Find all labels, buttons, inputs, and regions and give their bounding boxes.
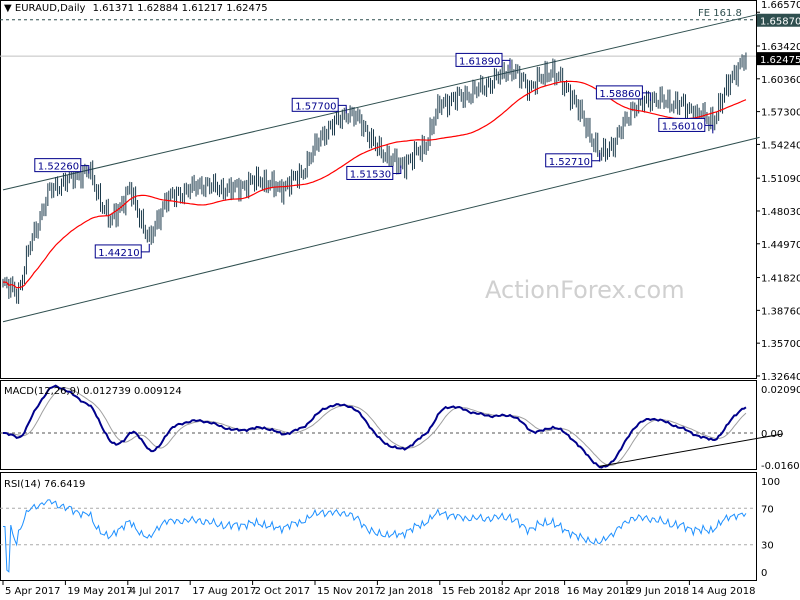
rsi-pane-frame <box>0 472 757 581</box>
ohlc-bars <box>2 52 747 304</box>
macd-y-tick-label: -0.016023 <box>761 461 800 472</box>
fe-label: FE 161.8 <box>698 8 742 19</box>
x-tick-label: 5 Apr 2017 <box>5 586 60 597</box>
ohlc-values: 1.61371 1.62884 1.61217 1.62475 <box>92 3 268 14</box>
x-tick-label: 4 Jul 2017 <box>130 586 180 597</box>
x-tick-label: 29 Jun 2018 <box>629 586 689 597</box>
rsi-line <box>3 499 747 573</box>
collapse-triangle-icon[interactable]: ▼ <box>4 3 12 14</box>
y-tick-label: 1.48030 <box>761 207 800 218</box>
annotation-leader <box>642 92 651 101</box>
annotation-leader <box>502 59 511 69</box>
rsi-y-tick-label: 0 <box>761 568 767 579</box>
price-annotation-text: 1.56010 <box>662 121 703 132</box>
channel-upper-line <box>2 13 760 191</box>
annotation-leader <box>338 104 347 114</box>
macd-pane-frame <box>0 380 757 470</box>
y-tick-label: 1.51090 <box>761 174 800 185</box>
fe-price-tag-text: 1.65870 <box>760 17 800 28</box>
x-tick-label: 14 Aug 2018 <box>691 586 755 597</box>
price-annotation-text: 1.58860 <box>599 89 640 100</box>
y-tick-label: 1.44970 <box>761 240 800 251</box>
rsi-y-tick-label: 100 <box>761 477 780 488</box>
price-annotation-box <box>595 85 643 100</box>
macd-signal-line <box>2 387 747 466</box>
fe-price-tag <box>757 13 800 27</box>
y-tick-label: 1.32640 <box>761 372 800 383</box>
x-tick-label: 16 May 2018 <box>567 586 632 597</box>
x-tick-label: 15 Feb 2018 <box>442 586 504 597</box>
x-tick-label: 2 Oct 2017 <box>255 586 310 597</box>
last-price-tag <box>757 52 800 66</box>
rsi-y-tick-label: 70 <box>761 504 774 515</box>
y-tick-label: 1.38760 <box>761 306 800 317</box>
price-annotation-box <box>291 97 339 112</box>
price-annotation-box <box>346 165 394 180</box>
y-tick-label: 1.35700 <box>761 339 800 350</box>
x-tick-label: 19 May 2017 <box>67 586 132 597</box>
rsi-y-tick-label: 30 <box>761 541 774 552</box>
main-pane-frame <box>0 0 757 379</box>
annotation-leader <box>80 165 90 174</box>
annotation-leader <box>704 124 714 134</box>
macd-y-tick-label: 0.020904 <box>761 385 800 396</box>
y-tick-label: 1.60360 <box>761 75 800 86</box>
price-annotation-box <box>94 244 142 259</box>
macd-y-tick-label: 0.00 <box>761 429 783 440</box>
x-tick-label: 15 Nov 2017 <box>317 586 381 597</box>
annotation-leader <box>392 165 402 174</box>
price-annotation-box <box>545 153 593 168</box>
macd-line <box>2 384 747 469</box>
x-tick-label: 17 Aug 2017 <box>192 586 256 597</box>
symbol-label: EURAUD,Daily <box>14 3 86 14</box>
price-annotation-text: 1.57700 <box>295 101 336 112</box>
macd-trendline <box>599 433 784 467</box>
x-tick-label: 2 Jan 2018 <box>379 586 433 597</box>
annotation-leader <box>591 152 601 162</box>
price-annotation-text: 1.44210 <box>98 248 139 259</box>
y-tick-label: 1.54240 <box>761 140 800 151</box>
last-price-tag-text: 1.62475 <box>760 55 800 66</box>
y-tick-label: 1.66570 <box>761 0 800 11</box>
y-tick-label: 1.41820 <box>761 274 800 285</box>
rsi-title: RSI(14) 76.6419 <box>4 479 85 490</box>
channel-lower-line <box>2 136 760 323</box>
watermark: ActionForex.com <box>485 276 685 304</box>
price-annotation-box <box>34 158 82 173</box>
price-annotation-text: 1.52710 <box>549 157 590 168</box>
price-annotation-text: 1.51530 <box>350 169 391 180</box>
price-annotation-text: 1.52260 <box>38 162 79 173</box>
y-tick-label: 1.63420 <box>761 42 800 53</box>
x-tick-label: 2 Apr 2018 <box>504 586 559 597</box>
price-annotation-box <box>455 52 503 67</box>
price-annotation-box <box>658 117 706 132</box>
y-tick-label: 1.57300 <box>761 108 800 119</box>
moving-average-line <box>2 80 747 289</box>
chart-header: ▼ EURAUD,Daily 1.61371 1.62884 1.61217 1… <box>4 3 268 14</box>
macd-title: MACD(12,26,9) 0.012739 0.009124 <box>4 386 182 397</box>
annotation-leader <box>141 243 150 253</box>
price-annotation-text: 1.61890 <box>459 56 500 67</box>
